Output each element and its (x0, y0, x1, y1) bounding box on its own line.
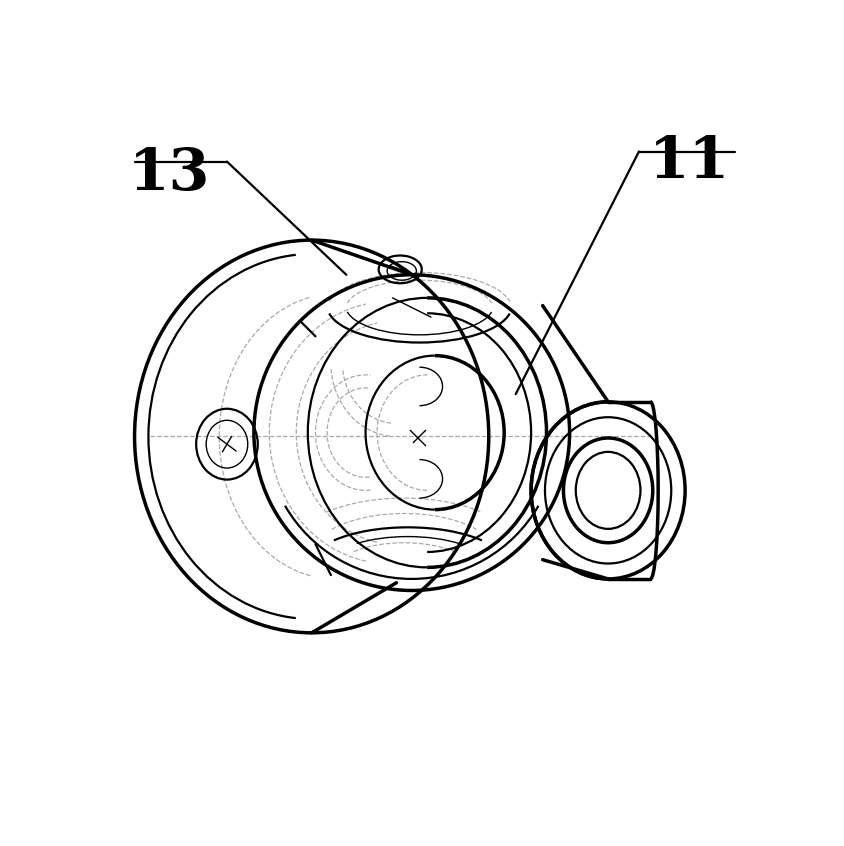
Text: 11: 11 (649, 134, 730, 190)
Text: 13: 13 (129, 146, 210, 202)
